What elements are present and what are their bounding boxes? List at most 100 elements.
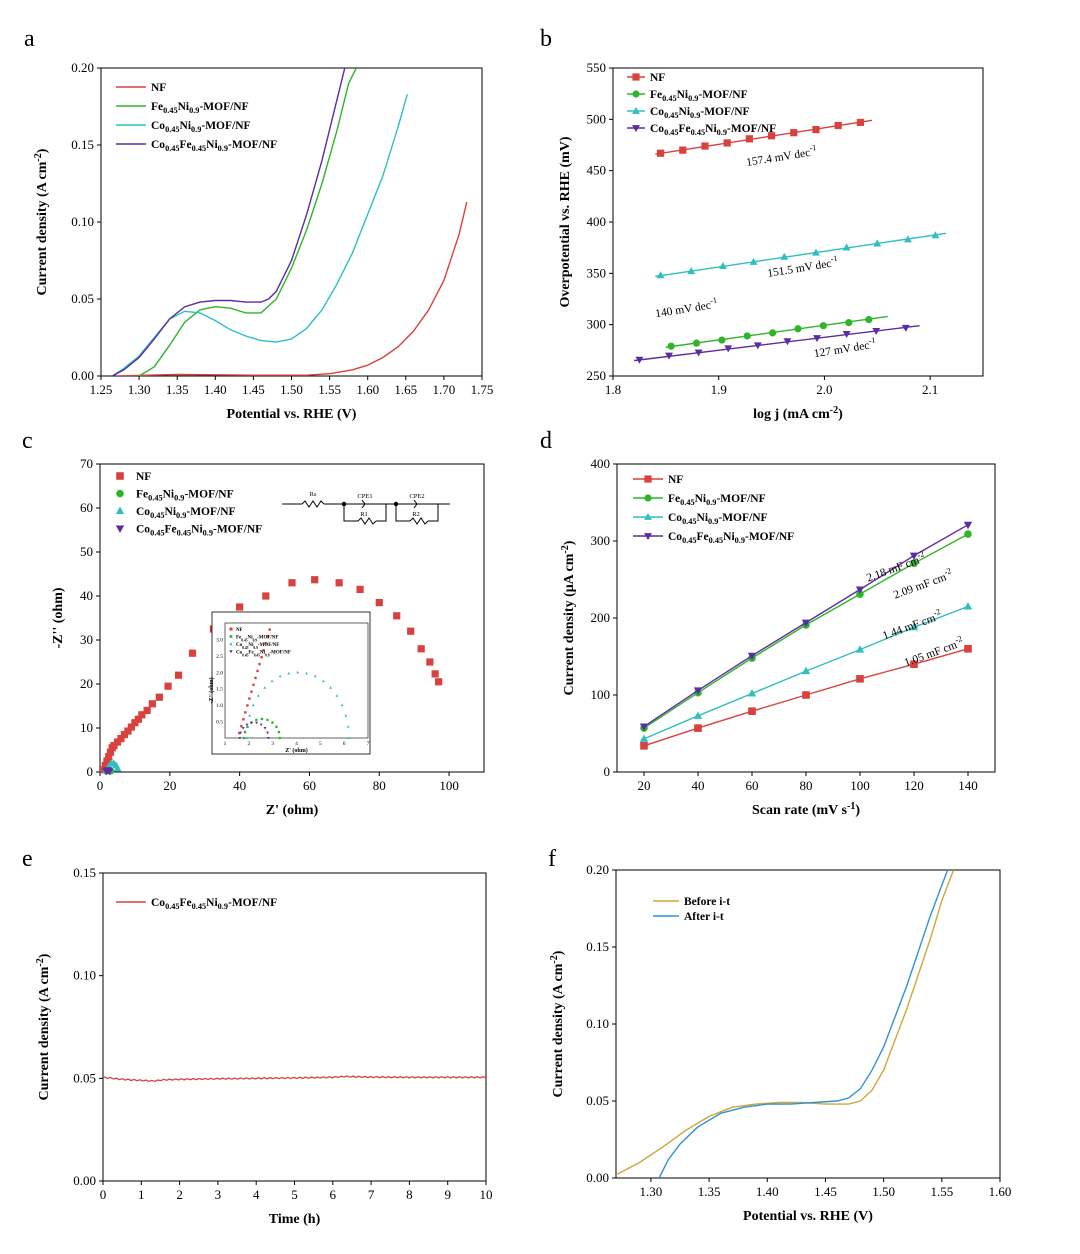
legend-label: NF	[650, 72, 665, 84]
data-point-d	[693, 687, 703, 695]
inset-data-point	[245, 736, 248, 740]
x-tick-label-d: 80	[800, 778, 813, 793]
inset-legend-label: Fe0.45Ni0.9-MOF/NF	[236, 636, 278, 643]
x-tick-label-a: 1.60	[356, 382, 379, 397]
slope-label-b: 127 mV dec-1	[813, 336, 877, 361]
data-point-d	[693, 711, 703, 719]
data-point-b	[692, 339, 701, 347]
x-tick-label-a: 1.70	[433, 382, 456, 397]
x-tick-label-e: 1	[138, 1187, 145, 1202]
x-tick-label-f: 1.55	[930, 1184, 953, 1199]
fit-line-b	[634, 324, 920, 362]
data-point-c	[174, 671, 183, 679]
inset-data-point	[266, 736, 270, 740]
data-point-d	[856, 675, 864, 683]
legend-marker	[116, 472, 124, 480]
inset-data-point	[259, 723, 263, 727]
y-axis-label-e: Current density (A cm-2)	[35, 953, 52, 1100]
y-axis-label-f: Current density (A cm-2)	[549, 950, 566, 1097]
data-point-d	[855, 586, 865, 594]
inset-data-point	[260, 717, 264, 721]
x-tick-label-e: 4	[253, 1187, 260, 1202]
data-point-b	[842, 243, 851, 251]
legend-label: Co0.45Fe0.45Ni0.9-MOF/NF	[151, 897, 277, 911]
resistor-icon	[301, 500, 325, 508]
panel-e: 0 1 2 3 4 5 6 7 8 9 10 0.00 0.05 0.10 0.15 Time (h) Curr…	[35, 865, 493, 1227]
x-tick-label-f: 1.40	[756, 1184, 779, 1199]
data-point-b	[718, 336, 726, 344]
series-line-f	[658, 870, 949, 1178]
inset-y-tick: 3.0	[216, 637, 223, 643]
cpe-icon	[413, 499, 418, 509]
data-point-b	[901, 324, 910, 332]
data-point-c	[117, 734, 125, 743]
data-point-c	[393, 612, 401, 620]
x-tick-label-c: 20	[163, 778, 176, 793]
y-tick-label-c: 70	[80, 456, 93, 471]
y-tick-label-f: 0.20	[586, 862, 609, 877]
legend-marker	[632, 125, 640, 133]
x-tick-label-f: 1.60	[989, 1184, 1012, 1199]
data-point-b	[790, 129, 798, 137]
inset-data-point	[313, 674, 317, 678]
x-tick-label-b: 1.9	[711, 382, 727, 397]
plot-frame-c	[99, 463, 485, 773]
y-tick-label-c: 20	[80, 676, 93, 691]
inset-data-point	[335, 694, 339, 697]
data-point-c	[105, 768, 114, 776]
x-axis-label-b: log j (mA cm-2)	[753, 405, 843, 422]
y-tick-label-c: 60	[80, 500, 93, 515]
x-tick-label-e: 8	[406, 1187, 413, 1202]
x-tick-label-e: 7	[368, 1187, 375, 1202]
legend-label: Co0.45Fe0.45Ni0.9-MOF/NF	[151, 139, 277, 153]
inset-data-point	[244, 711, 247, 714]
series-line-a	[138, 68, 357, 376]
y-tick-label-d: 400	[591, 456, 611, 471]
data-point-c	[106, 748, 115, 756]
panel-d: 20 40 60 80 100 120 140 0 100 200 300 400 Scan rate …	[560, 456, 996, 818]
x-tick-label-e: 3	[215, 1187, 222, 1202]
data-point-d	[910, 660, 918, 668]
data-point-d	[964, 645, 972, 653]
inset-data-point	[246, 704, 249, 707]
legend-label: Fe0.45Ni0.9-MOF/NF	[136, 489, 234, 503]
x-axis-label-e: Time (h)	[269, 1212, 321, 1227]
data-point-c	[138, 711, 146, 719]
x-tick-label-e: 6	[330, 1187, 337, 1202]
legend-marker	[644, 475, 652, 483]
legend-marker	[115, 506, 125, 515]
inset-data-point	[257, 694, 260, 697]
data-point-b	[819, 322, 827, 330]
x-tick-label-f: 1.30	[640, 1184, 663, 1199]
inset-data-point	[278, 674, 282, 678]
data-point-b	[812, 248, 820, 256]
data-point-b	[656, 271, 665, 279]
y-tick-label-c: 0	[87, 764, 94, 779]
inset-data-point	[255, 718, 258, 722]
inset-legend-marker	[229, 627, 233, 631]
circuit-wire	[395, 504, 410, 522]
y-tick-label-c: 10	[80, 720, 93, 735]
inset-data-point	[248, 697, 251, 700]
data-point-d	[640, 742, 648, 750]
x-tick-label-d: 60	[746, 778, 759, 793]
data-point-c	[375, 599, 383, 607]
inset-y-tick: 1.5	[216, 687, 223, 693]
y-axis-label-a: Current density (A cm-2)	[33, 148, 50, 295]
y-tick-label-f: 0.05	[586, 1093, 609, 1108]
legend-label: Co0.45Ni0.9-MOF/NF	[136, 506, 236, 520]
y-axis-label-d: Current density (μA cm-2)	[560, 540, 577, 695]
inset-y-label: -Z'' (ohm)	[208, 677, 215, 703]
data-point-b	[783, 338, 792, 346]
inset-data-point	[248, 714, 251, 717]
y-tick-label-b: 450	[587, 163, 607, 178]
inset-y-tick: 1.0	[216, 703, 223, 709]
data-point-b	[724, 345, 733, 353]
data-point-b	[856, 118, 864, 127]
panel-f: 1.30 1.35 1.40 1.45 1.50 1.55 1.60 0.00 0.05 0.10…	[549, 862, 1011, 1224]
y-axis-label-c: -Z'' (ohm)	[51, 587, 66, 648]
inset-data-point	[243, 730, 247, 734]
legend-label: NF	[136, 471, 151, 483]
data-point-d	[801, 619, 811, 627]
data-point-b	[873, 239, 882, 247]
